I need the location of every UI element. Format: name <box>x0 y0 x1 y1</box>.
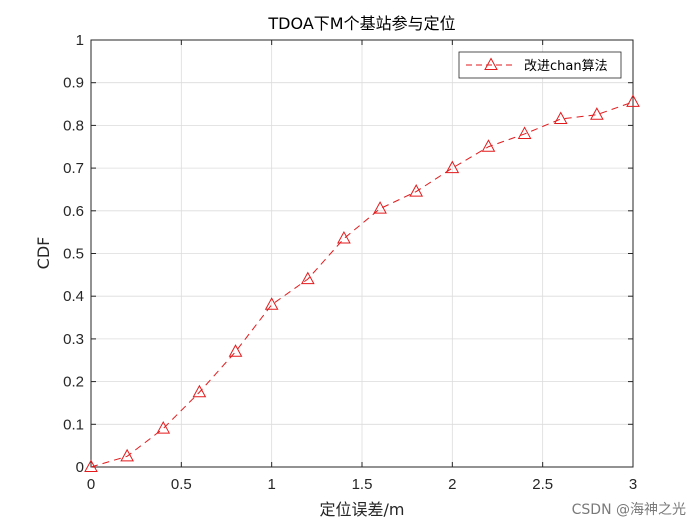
series-layer <box>84 94 640 472</box>
data-point-marker <box>553 111 568 124</box>
y-tick-label: 0.4 <box>63 288 84 305</box>
data-point-marker <box>300 271 315 285</box>
data-point-marker <box>481 139 496 152</box>
x-axis-label: 定位误差/m <box>320 500 405 519</box>
watermark: CSDN @海神之光 <box>571 502 686 518</box>
data-point-marker <box>84 459 98 472</box>
x-tick-label: 0 <box>87 476 95 493</box>
x-tick-label: 1.5 <box>352 476 373 493</box>
x-tick-label: 0.5 <box>171 476 192 493</box>
y-tick-label: 0.5 <box>63 246 84 263</box>
y-tick-label: 0.6 <box>63 203 84 220</box>
y-tick-label: 1 <box>76 32 84 49</box>
x-tick-label: 2.5 <box>532 476 553 493</box>
y-tick-label: 0.1 <box>63 416 84 433</box>
data-point-marker <box>373 201 387 214</box>
data-point-marker <box>590 107 604 120</box>
y-tick-label: 0.2 <box>63 374 84 391</box>
legend-marker-swatch <box>484 57 498 70</box>
x-tick-label: 2 <box>448 476 456 493</box>
y-tick-label: 0.8 <box>63 117 84 134</box>
data-point-marker <box>264 297 279 310</box>
grid-lines <box>91 40 633 467</box>
axis-ticks: 0 0.5 1 1.5 2 2.5 3 0 0.1 0.2 0.3 0.4 0.5 0.6 0.7 0.8 0.… <box>63 32 637 493</box>
chart-title: TDOA下M个基站参与定位 <box>267 14 455 33</box>
y-axis-label: CDF <box>34 237 53 270</box>
series-line <box>90 101 634 468</box>
data-point-marker <box>626 94 640 107</box>
y-tick-label: 0.9 <box>63 75 84 92</box>
data-point-marker <box>445 160 460 174</box>
x-tick-label: 3 <box>629 476 637 493</box>
y-tick-label: 0.3 <box>63 331 84 348</box>
legend-label: 改进chan算法 <box>524 59 608 74</box>
data-point-marker <box>228 344 243 357</box>
y-tick-label: 0.7 <box>63 160 84 177</box>
y-tick-label: 0 <box>76 459 84 476</box>
data-point-marker <box>517 126 532 139</box>
data-point-marker <box>337 231 351 244</box>
data-point-marker <box>409 184 424 197</box>
data-point-marker <box>192 384 207 398</box>
data-point-marker <box>120 448 134 462</box>
legend: 改进chan算法 <box>458 51 622 79</box>
x-tick-label: 1 <box>267 476 275 493</box>
data-point-marker <box>156 421 171 434</box>
